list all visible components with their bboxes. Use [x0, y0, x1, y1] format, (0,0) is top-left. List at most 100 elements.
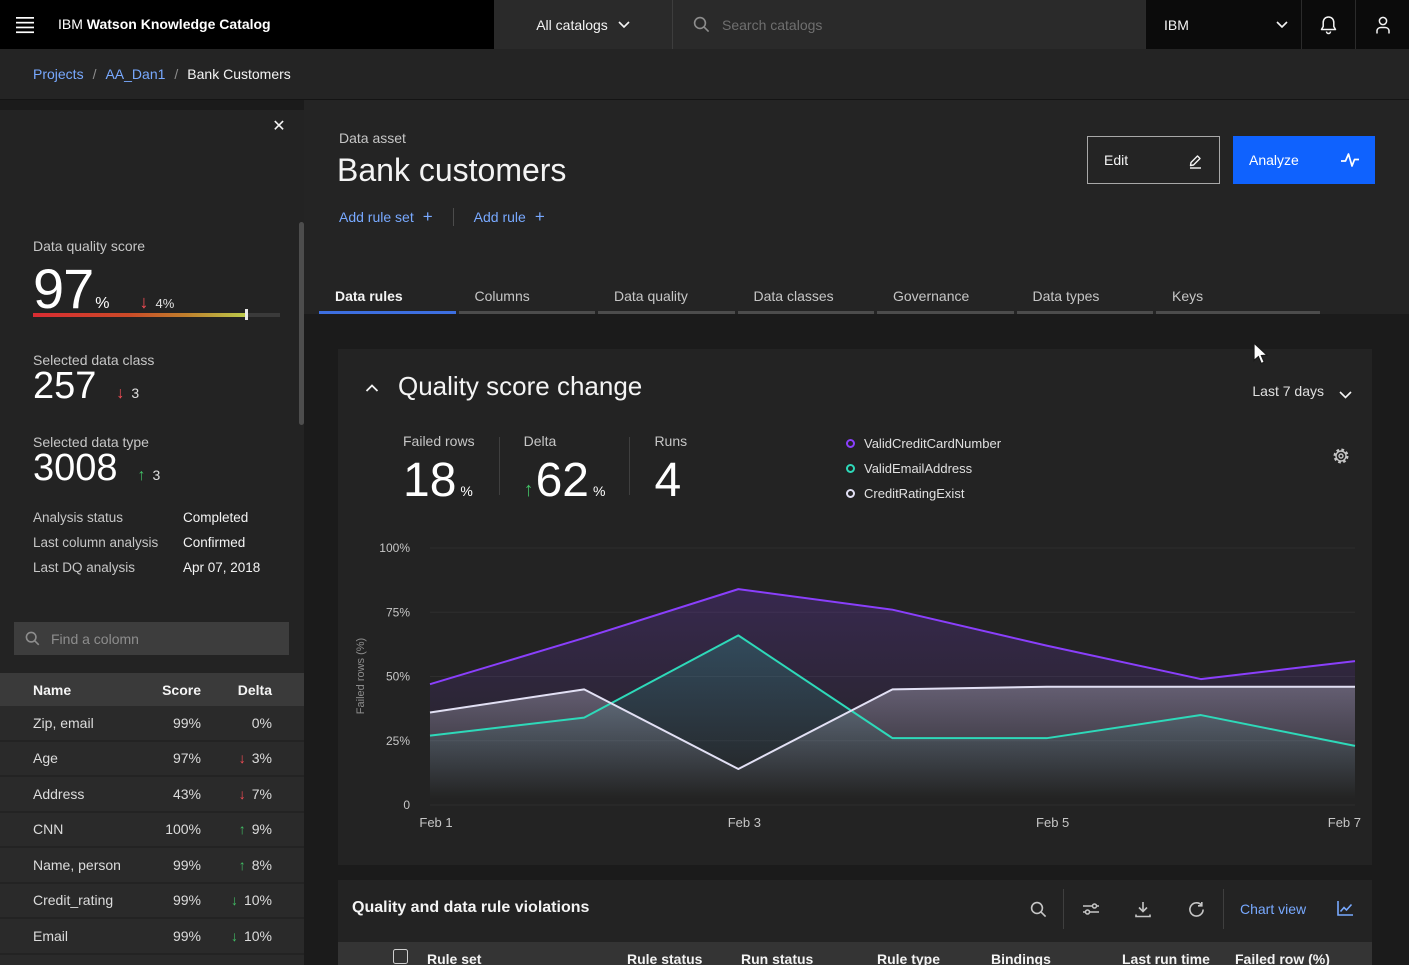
legend-label: CreditRatingExist — [864, 486, 964, 501]
legend-swatch — [846, 439, 855, 448]
violations-card: Quality and data rule violations — [338, 880, 1372, 965]
close-icon[interactable]: ✕ — [266, 113, 292, 139]
chevron-down-icon[interactable] — [1339, 386, 1352, 404]
tab-data-quality[interactable]: Data quality — [598, 281, 735, 314]
table-row[interactable]: Name, person99%↑8% — [0, 848, 304, 882]
notifications-button[interactable] — [1301, 0, 1355, 49]
breadcrumb-item-aa-dan1[interactable]: AA_Dan1 — [105, 66, 165, 82]
add-rule-link[interactable]: Add rule + — [474, 209, 545, 225]
analyze-button[interactable]: Analyze — [1233, 136, 1375, 184]
meta-label: Last column analysis — [33, 535, 183, 550]
tab-columns[interactable]: Columns — [459, 281, 596, 314]
table-row[interactable]: Age97%↓3% — [0, 742, 304, 776]
chart-view-icon-button[interactable] — [1329, 892, 1361, 924]
chart-settings-button[interactable] — [1332, 447, 1350, 470]
time-range-selector[interactable]: Last 7 days — [1252, 383, 1324, 399]
column-score: 43% — [145, 786, 201, 802]
svg-text:Feb 3: Feb 3 — [728, 815, 761, 830]
delta-value: 9% — [252, 821, 272, 837]
meta-value: Apr 07, 2018 — [183, 560, 260, 575]
chevron-up-icon — [365, 384, 379, 393]
table-row[interactable]: Gender90%↓7% — [0, 955, 304, 965]
table-row[interactable]: CNN100%↑9% — [0, 813, 304, 847]
meta-row: Last DQ analysisApr 07, 2018 — [33, 555, 273, 580]
meta-row: Last column analysisConfirmed — [33, 530, 273, 555]
delta-value: 10% — [244, 892, 272, 908]
breadcrumb-item-projects[interactable]: Projects — [33, 66, 84, 82]
stat-value: 62 — [536, 453, 589, 508]
add-rule-set-label: Add rule set — [339, 209, 414, 225]
svg-text:Feb 5: Feb 5 — [1036, 815, 1069, 830]
tab-governance[interactable]: Governance — [877, 281, 1014, 314]
delta-value: 3% — [252, 750, 272, 766]
tab-data-types[interactable]: Data types — [1017, 281, 1154, 314]
app-title: IBM Watson Knowledge Catalog — [58, 0, 271, 49]
arrow-down-icon: ↓ — [116, 385, 124, 403]
filter-settings-button[interactable] — [1075, 893, 1107, 925]
table-row[interactable]: Address43%↓7% — [0, 777, 304, 811]
hamburger-menu-icon[interactable] — [0, 0, 49, 49]
tab-data-rules[interactable]: Data rules — [319, 281, 456, 314]
user-icon — [1374, 15, 1392, 35]
arrow-down-icon: ↓ — [231, 892, 238, 908]
svg-text:Failed rows (%): Failed rows (%) — [355, 638, 367, 714]
link-divider — [453, 208, 454, 226]
toolbar-divider — [1063, 889, 1064, 929]
arrow-down-icon: ↓ — [231, 928, 238, 944]
legend-item-ValidCreditCardNumber[interactable]: ValidCreditCardNumber — [846, 431, 1001, 456]
stat-label: Runs — [654, 433, 687, 449]
arrow-down-icon: ↓ — [239, 786, 246, 802]
violations-column-header: Rule set — [427, 951, 481, 965]
legend-item-ValidEmailAddress[interactable]: ValidEmailAddress — [846, 456, 1001, 481]
download-icon — [1135, 901, 1151, 918]
column-delta: ↓ 10% — [201, 892, 272, 908]
tab-keys[interactable]: Keys — [1156, 281, 1320, 314]
quality-score-gauge — [33, 312, 280, 317]
find-column-input[interactable] — [49, 630, 273, 648]
search-icon — [1030, 901, 1047, 918]
analysis-meta-list: Analysis statusCompletedLast column anal… — [33, 505, 273, 580]
column-delta: ↓10% — [201, 928, 272, 944]
menu-icon — [15, 16, 35, 34]
plus-icon: + — [423, 210, 433, 224]
columns-table: Zip, email99%0%Age97%↓3%Address43%↓7%CNN… — [0, 706, 304, 965]
sidebar-scrollbar-thumb[interactable] — [299, 222, 304, 425]
table-row[interactable]: Zip, email99%0% — [0, 706, 304, 740]
violations-title: Quality and data rule violations — [352, 899, 589, 917]
select-all-checkbox[interactable] — [393, 949, 408, 964]
search-icon — [693, 16, 710, 33]
line-chart-icon — [1336, 900, 1354, 917]
tab-data-classes[interactable]: Data classes — [738, 281, 875, 314]
gauge-gradient — [33, 313, 245, 317]
data-quality-sidebar: Data quality score 97 % ↓ 4% Selected da… — [0, 110, 304, 965]
quality-score-label: Data quality score — [33, 238, 145, 254]
violations-search-button[interactable] — [1022, 893, 1054, 925]
data-type-value-row: 3008 ↑ 3 — [33, 447, 160, 490]
catalog-selector-dropdown[interactable]: All catalogs — [494, 0, 673, 49]
legend-swatch — [846, 464, 855, 473]
legend-item-CreditRatingExist[interactable]: CreditRatingExist — [846, 481, 1001, 506]
add-rule-set-link[interactable]: Add rule set + — [339, 209, 433, 225]
refresh-button[interactable] — [1180, 893, 1212, 925]
column-name: Address — [33, 786, 145, 802]
edit-button-label: Edit — [1104, 152, 1128, 168]
user-profile-button[interactable] — [1355, 0, 1409, 49]
brand-name: Watson Knowledge Catalog — [87, 16, 271, 32]
column-delta: ↑9% — [201, 821, 272, 837]
breadcrumb-separator: / — [93, 66, 97, 82]
stat-runs: Runs4 — [654, 433, 687, 508]
account-dropdown[interactable]: IBM — [1145, 0, 1302, 49]
column-name: CNN — [33, 821, 145, 837]
chart-card-title: Quality score change — [398, 371, 642, 402]
add-rule-label: Add rule — [474, 209, 526, 225]
download-button[interactable] — [1127, 893, 1159, 925]
quality-score-unit: % — [95, 295, 109, 313]
collapse-caret-button[interactable] — [365, 380, 379, 398]
violations-column-header: Failed row (%) — [1235, 951, 1330, 965]
edit-button[interactable]: Edit — [1087, 136, 1220, 184]
search-icon — [25, 631, 40, 646]
search-catalogs-input[interactable] — [720, 16, 1084, 34]
table-row[interactable]: Email99%↓10% — [0, 919, 304, 953]
chart-view-toggle[interactable]: Chart view — [1240, 901, 1306, 917]
table-row[interactable]: Credit_rating99%↓10% — [0, 884, 304, 918]
